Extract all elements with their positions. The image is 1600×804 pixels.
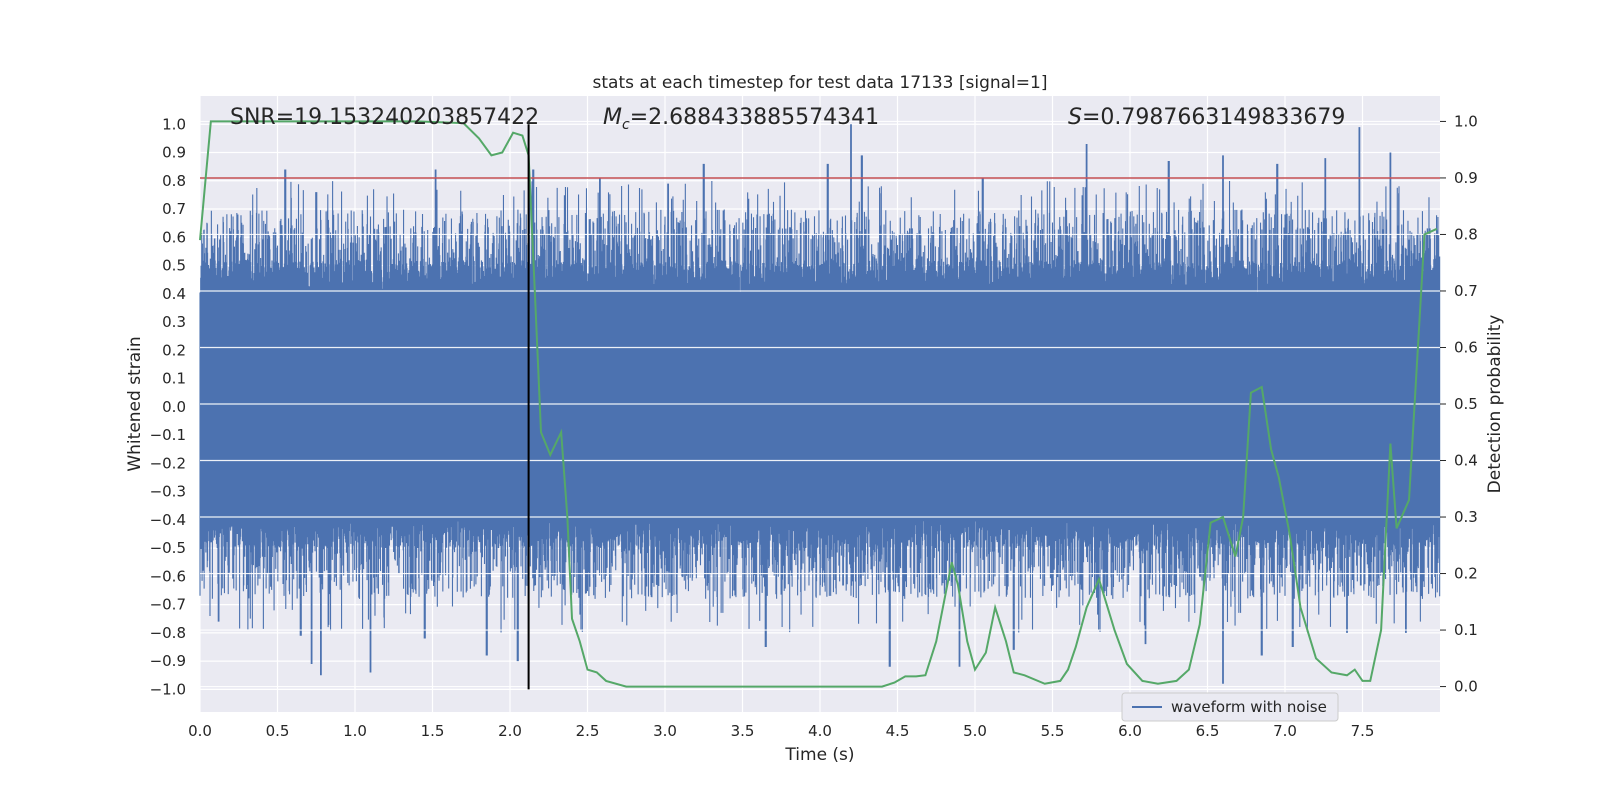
y-left-tick-label: 0.9 (162, 144, 186, 162)
y-left-tick-label: 0.7 (162, 200, 186, 218)
x-tick-label: 5.5 (1041, 722, 1065, 740)
chirp-mass-symbol: M (603, 105, 622, 130)
y-left-tick-label: 0.1 (162, 370, 186, 388)
y-left-tick-label: 0.4 (162, 285, 186, 303)
x-tick-label: 0.5 (266, 722, 290, 740)
x-tick-label: 7.0 (1273, 722, 1297, 740)
y-left-tick-label: −0.9 (150, 652, 186, 670)
y-right-tick-label: 0.6 (1454, 338, 1478, 356)
y-left-tick-label: 0.8 (162, 172, 186, 190)
tick-layer: 0.0 0.5 1.0 1.5 2.0 2.5 3.0 3.5 4.0 4.5 5.0 5.5 6.0 6… (150, 112, 1478, 740)
s-annotation: S=0.7987663149833679 (1068, 105, 1345, 130)
x-tick-label: 7.5 (1351, 722, 1375, 740)
y-right-tick-label: 0.8 (1454, 225, 1478, 243)
y-right-tick-label: 0.5 (1454, 395, 1478, 413)
legend-waveform-label: waveform with noise (1171, 698, 1327, 716)
x-tick-label: 6.5 (1196, 722, 1220, 740)
y-right-tick-label: 0.7 (1454, 282, 1478, 300)
y-left-tick-label: 0.2 (162, 341, 186, 359)
snr-annotation: SNR=19.153240203857422 (230, 105, 539, 130)
x-tick-label: 4.5 (886, 722, 910, 740)
y-left-tick-label: 0.0 (162, 398, 186, 416)
y-left-tick-label: −0.3 (150, 483, 186, 501)
x-tick-label: 5.0 (963, 722, 987, 740)
y-left-tick-label: 0.6 (162, 228, 186, 246)
x-tick-label: 2.5 (576, 722, 600, 740)
s-value: =0.7987663149833679 (1082, 105, 1345, 130)
y-right-tick-label: 0.0 (1454, 678, 1478, 696)
chirp-mass-annotation: Mc=2.688433885574341 (603, 105, 879, 133)
x-tick-label: 6.0 (1118, 722, 1142, 740)
y-right-tick-label: 0.1 (1454, 621, 1478, 639)
y-right-tick-label: 0.2 (1454, 565, 1478, 583)
y-left-tick-label: −0.7 (150, 596, 186, 614)
y-left-tick-label: −1.0 (150, 680, 186, 698)
chirp-mass-value: =2.688433885574341 (630, 105, 879, 130)
x-axis-label: Time (s) (784, 745, 854, 765)
y-left-tick-label: −0.1 (150, 426, 186, 444)
s-symbol: S (1068, 105, 1082, 130)
y-left-tick-label: −0.5 (150, 539, 186, 557)
chirp-mass-subscript: c (622, 117, 630, 133)
y-left-tick-label: −0.6 (150, 567, 186, 585)
y-axis-right-label: Detection probability (1485, 315, 1505, 494)
y-right-tick-label: 0.4 (1454, 452, 1478, 470)
y-left-tick-label: −0.4 (150, 511, 186, 529)
x-tick-label: 0.0 (188, 722, 212, 740)
y-left-tick-label: 0.5 (162, 257, 186, 275)
legend: waveform with noise (1121, 692, 1339, 722)
x-tick-label: 1.5 (421, 722, 445, 740)
legend-box (1121, 692, 1339, 722)
y-left-tick-label: 1.0 (162, 115, 186, 133)
overlay-layer (199, 120, 1440, 690)
x-tick-label: 2.0 (498, 722, 522, 740)
y-right-tick-label: 0.9 (1454, 169, 1478, 187)
x-tick-label: 3.0 (653, 722, 677, 740)
y-axis-left-label-text: Whitened strain (125, 336, 145, 471)
x-tick-label: 4.0 (808, 722, 832, 740)
chart-title: stats at each timestep for test data 171… (593, 73, 1048, 93)
y-left-tick-label: −0.8 (150, 624, 186, 642)
x-tick-label: 1.0 (343, 722, 367, 740)
y-right-tick-label: 0.3 (1454, 508, 1478, 526)
y-left-tick-label: −0.2 (150, 454, 186, 472)
x-tick-label: 3.5 (731, 722, 755, 740)
y-right-tick-label: 1.0 (1454, 112, 1478, 130)
y-left-tick-label: 0.3 (162, 313, 186, 331)
